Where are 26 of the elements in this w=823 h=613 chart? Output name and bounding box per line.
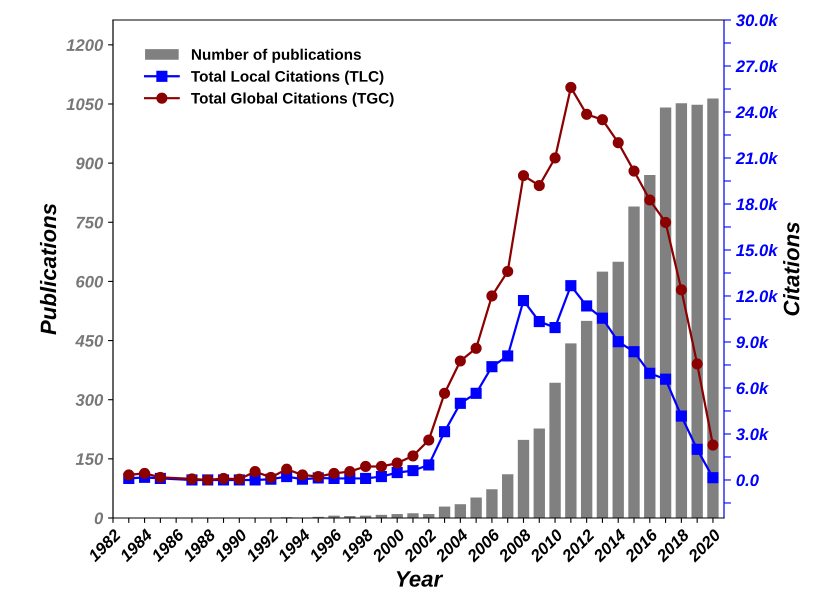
y2-tick-label: 0.0: [736, 474, 759, 486]
y-tick-label: 900: [76, 158, 104, 170]
y-tick-label: 450: [75, 334, 104, 347]
y2-axis-title: Citations: [783, 222, 800, 316]
y2-tick-label: 12.0k: [736, 290, 778, 302]
y-tick-label: 300: [76, 394, 104, 406]
y2-tick-label: 18.0k: [736, 198, 778, 210]
y2-tick-label: 24.0k: [736, 106, 778, 118]
y-tick-label: 750: [76, 216, 104, 228]
y-tick-label: 1200: [66, 39, 104, 52]
y2-tick-label: 15.0k: [736, 244, 778, 256]
y2-tick-label: 21.0k: [736, 152, 778, 164]
y2-tick-label: 27.0k: [736, 60, 778, 72]
x-axis-title: Year: [396, 571, 444, 587]
y-tick-label: 600: [76, 276, 104, 288]
legend-label: Total Global Citations (TGC): [191, 92, 394, 107]
y-tick-label: 0: [94, 512, 104, 524]
y2-tick-label: 6.0k: [736, 382, 769, 394]
y-axis-title: Publications: [40, 204, 56, 335]
legend-label: Number of publications: [192, 48, 361, 63]
y-tick-label: 150: [76, 453, 104, 466]
y2-tick-label: 30.0k: [736, 14, 778, 26]
y2-tick-label: 3.0k: [736, 428, 769, 440]
y-tick-label: 1050: [66, 98, 104, 110]
legend-label: Total Local Citations (TLC): [191, 70, 384, 85]
y2-tick-label: 9.0k: [736, 336, 769, 348]
